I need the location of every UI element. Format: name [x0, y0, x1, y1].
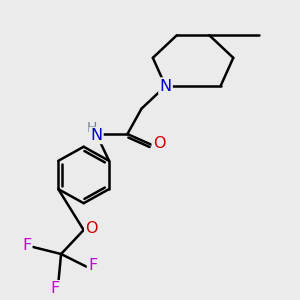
Text: F: F [22, 238, 31, 253]
Text: O: O [153, 136, 165, 152]
Text: N: N [160, 79, 172, 94]
Text: F: F [51, 281, 60, 296]
Text: H: H [87, 122, 97, 135]
Text: N: N [90, 128, 102, 143]
Text: F: F [88, 258, 97, 273]
Text: O: O [85, 221, 98, 236]
